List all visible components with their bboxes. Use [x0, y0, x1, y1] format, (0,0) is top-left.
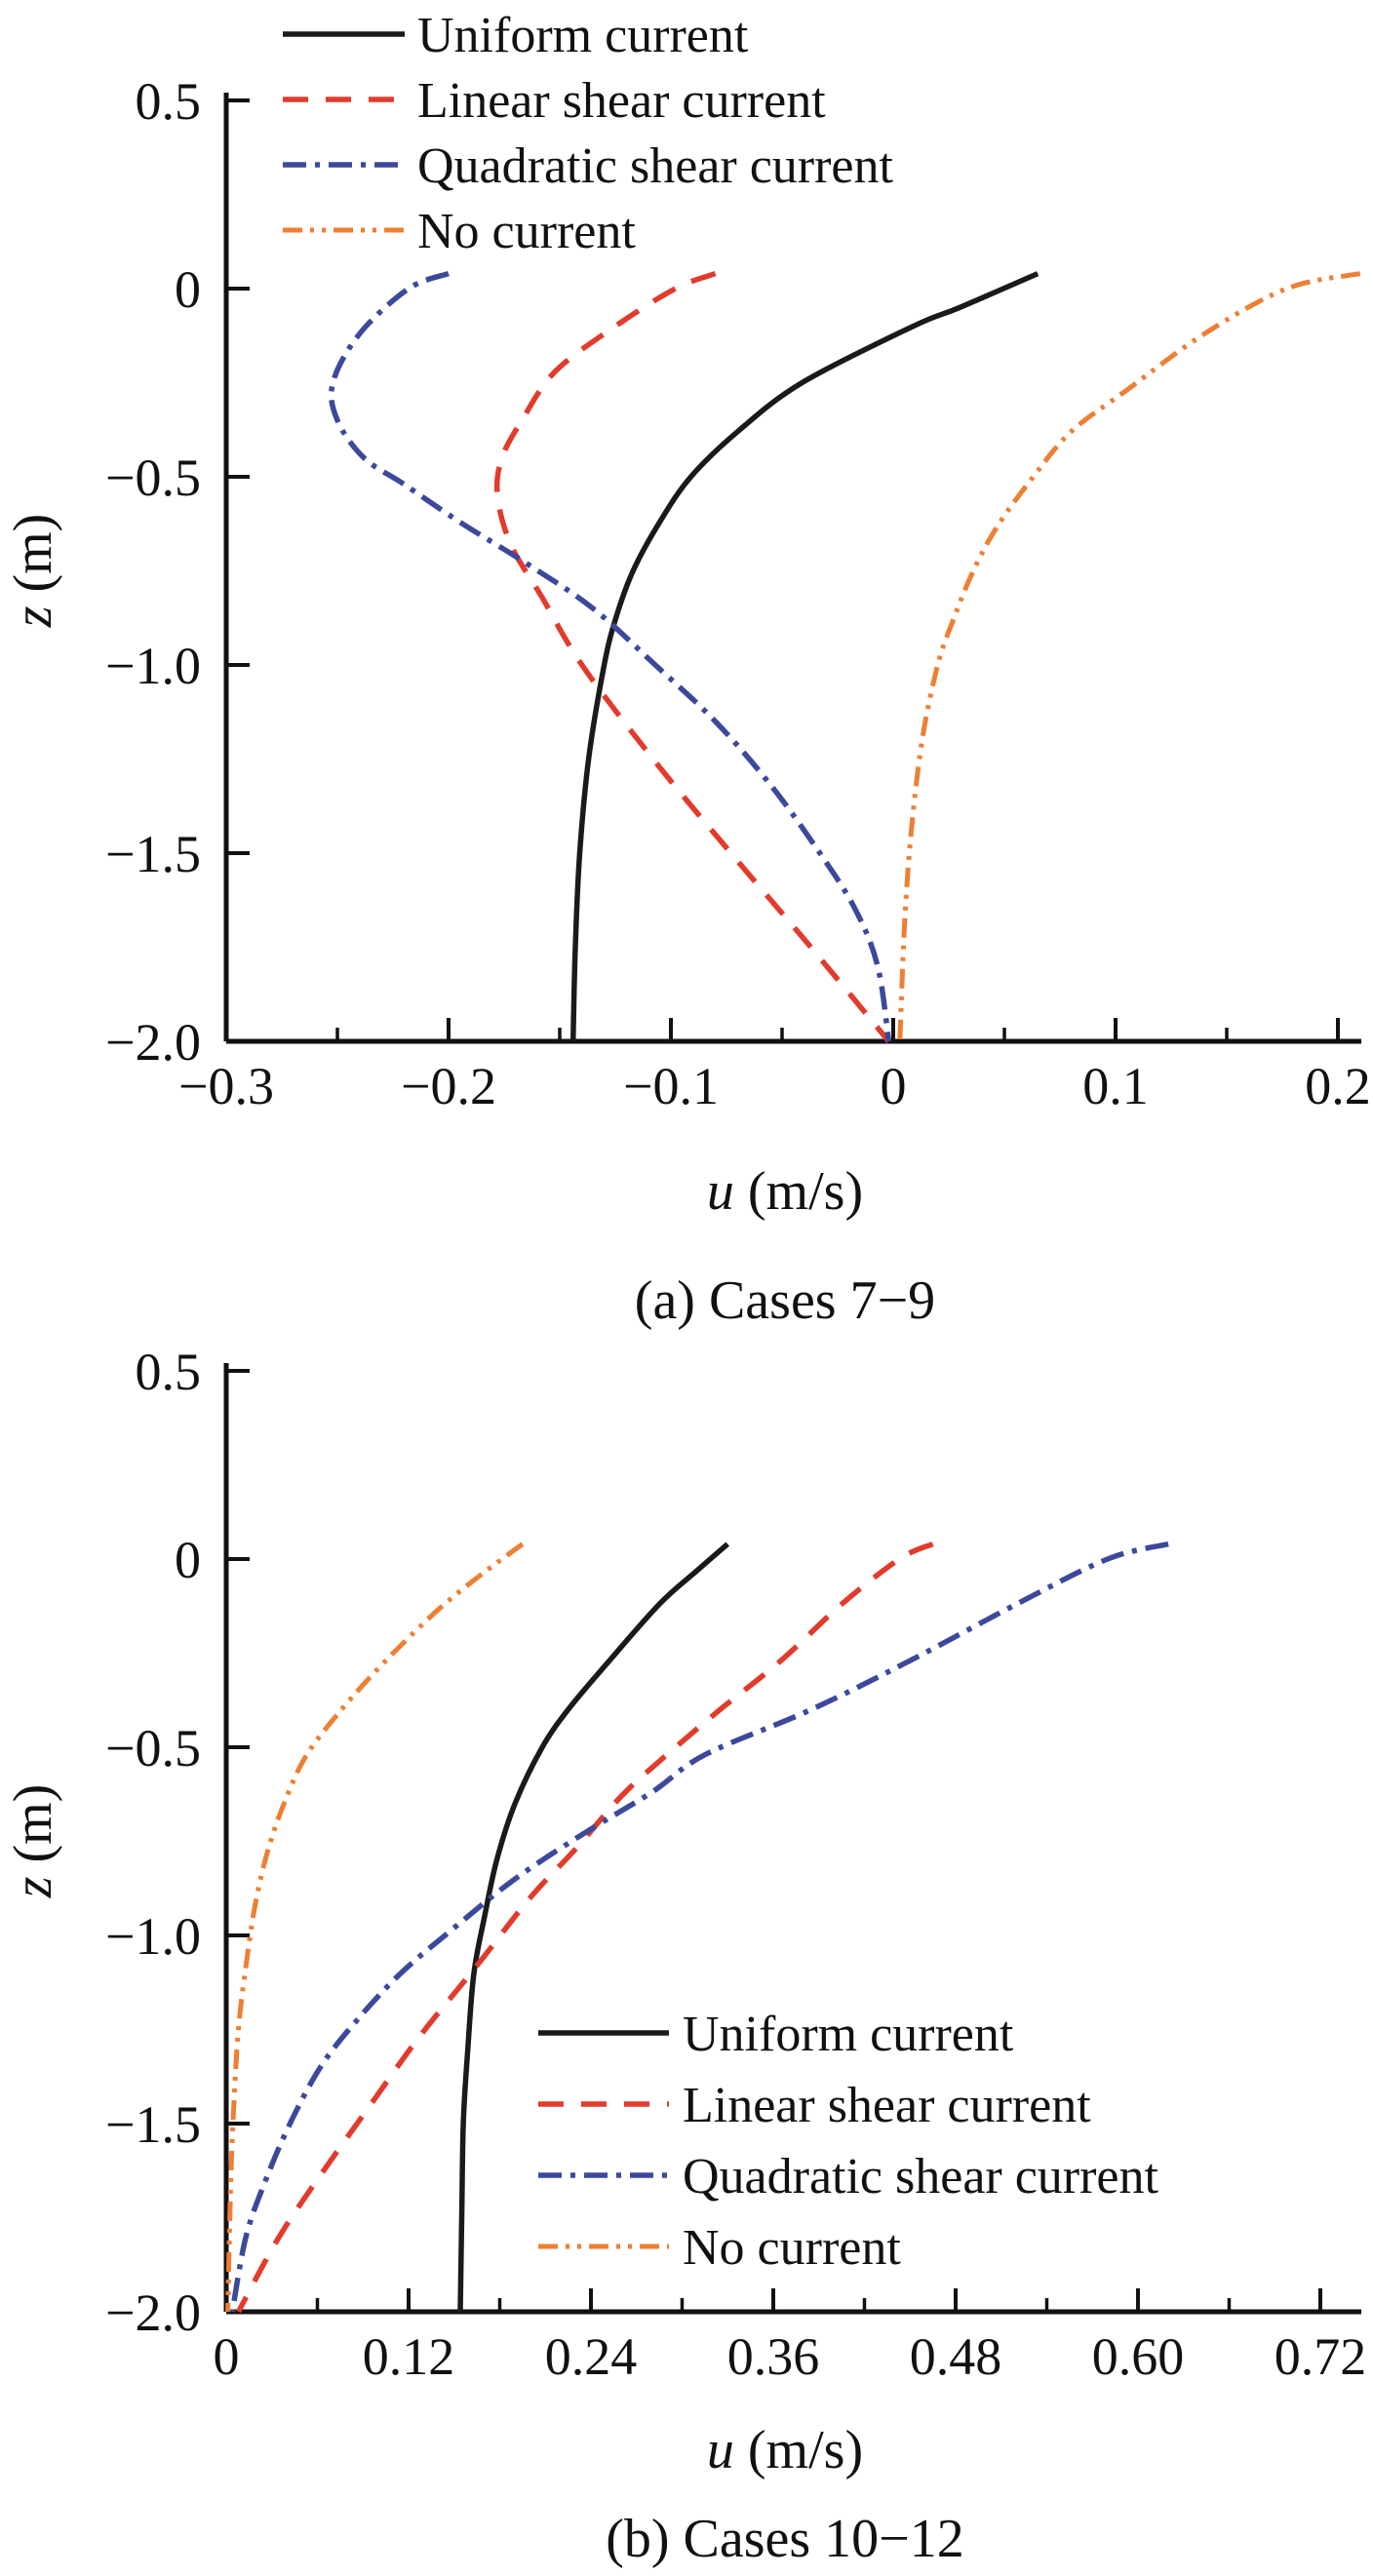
curve-no-current — [225, 1542, 525, 2313]
x-tick-label: 0.2 — [1305, 1057, 1371, 1115]
x-axis-unit-b: (m/s) — [734, 2420, 863, 2480]
y-tick-label: −1.0 — [105, 1907, 201, 1966]
y-tick-label: −2.0 — [105, 1013, 201, 1072]
x-tick-label: −0.1 — [623, 1057, 719, 1115]
x-axis-label-a: u (m/s) — [707, 1161, 863, 1222]
y-axis-variable-b: z — [3, 1876, 63, 1898]
y-tick-label: 0.5 — [136, 72, 202, 131]
x-tick-label: 0.1 — [1082, 1057, 1149, 1115]
x-axis-variable-b: u — [707, 2420, 734, 2480]
curve-linear-shear-current — [493, 271, 891, 1043]
y-tick-label: −1.5 — [105, 2095, 201, 2154]
legend-label-quadratic-shear-current-a: Quadratic shear current — [417, 138, 894, 194]
y-tick-label: −0.5 — [105, 1719, 201, 1777]
y-tick-label: −2.0 — [105, 2283, 201, 2342]
x-tick-label: −0.2 — [401, 1057, 496, 1115]
legend-label-linear-shear-current-b: Linear shear current — [683, 2078, 1091, 2133]
y-tick-label: 0 — [175, 260, 201, 319]
y-tick-label: −1.0 — [105, 637, 201, 695]
curve-quadratic-shear-current — [229, 1541, 1169, 2313]
curve-quadratic-shear-current — [329, 270, 892, 1042]
legend-label-no-current-b: No current — [683, 2220, 901, 2276]
y-axis-unit-a: (m) — [3, 514, 63, 606]
y-tick-label: 0.5 — [136, 1343, 202, 1401]
legend-label-no-current-a: No current — [417, 204, 636, 259]
x-tick-label: 0 — [214, 2327, 240, 2386]
legend-label-quadratic-shear-current-b: Quadratic shear current — [683, 2149, 1159, 2205]
legend-b: Uniform current Linear shear current Qua… — [683, 2007, 1159, 2276]
curve-linear-shear-current — [236, 1542, 934, 2314]
legend-label-uniform-current-b: Uniform current — [683, 2007, 1014, 2062]
curve-uniform-current — [569, 271, 1040, 1042]
y-tick-label: 0 — [175, 1531, 201, 1589]
x-tick-label: −0.3 — [178, 1057, 274, 1115]
y-axis-label-a: z (m) — [3, 514, 63, 629]
x-tick-label: 0 — [881, 1057, 907, 1115]
y-tick-label: −1.5 — [105, 825, 201, 883]
y-axis-unit-b: (m) — [3, 1784, 63, 1877]
legend-label-uniform-current-a: Uniform current — [417, 8, 749, 63]
plot-b-generated: 0 0.12 0.24 0.36 0.48 0.60 0.72 0.5 0 −0.5 −1.0 −1.… — [105, 1343, 1366, 2386]
plot-a: −0.3 −0.2 −0.1 0 0.1 0.20.50−0.5−1.0−1.5−2.0 … — [3, 8, 1371, 1331]
x-tick-label: 0.24 — [545, 2327, 638, 2386]
y-axis-variable-a: z — [3, 605, 63, 628]
legend-a: Uniform current Linear shear current Qua… — [417, 8, 894, 259]
x-axis-variable-a: u — [707, 1161, 734, 1222]
caption-b: (b) Cases 10−12 — [606, 2509, 964, 2569]
x-axis-label-b: u (m/s) — [707, 2420, 863, 2480]
x-tick-label: 0.60 — [1092, 2327, 1185, 2386]
curve-uniform-current — [457, 1542, 729, 2313]
plot-b: 0 0.12 0.24 0.36 0.48 0.60 0.72 0.5 0 −0.5 −1.0 −1.… — [3, 1343, 1366, 2569]
y-tick-label: −0.5 — [105, 449, 201, 507]
legend-label-linear-shear-current-a: Linear shear current — [417, 73, 826, 129]
caption-a: (a) Cases 7−9 — [635, 1270, 935, 1331]
y-axis-label-b: z (m) — [3, 1784, 63, 1899]
x-tick-label: 0.12 — [363, 2327, 455, 2386]
plot-a-generated: −0.3 −0.2 −0.1 0 0.1 0.2 0.5 0 −0.5 −1.0 −1.5 −2.0 — [105, 31, 1371, 1115]
x-tick-label: 0.36 — [727, 2327, 820, 2386]
x-axis-unit-a: (m/s) — [734, 1161, 863, 1222]
x-tick-label: 0.48 — [910, 2327, 1002, 2386]
x-tick-label: 0.72 — [1275, 2327, 1367, 2386]
curve-no-current — [897, 271, 1361, 1042]
